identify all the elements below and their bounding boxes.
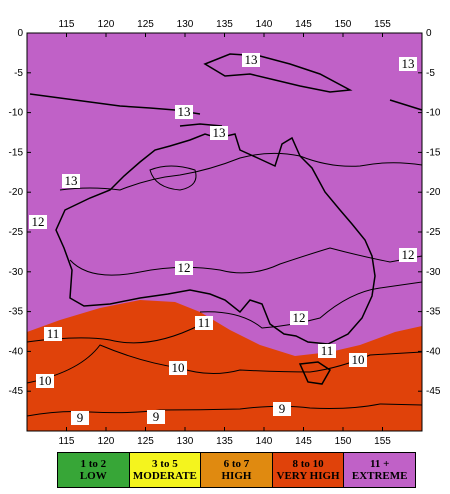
y-tick-left: -5 <box>14 68 23 79</box>
y-tick-left: -30 <box>9 267 24 278</box>
y-tick-right: 0 <box>426 28 432 39</box>
contour-label: 13 <box>178 104 191 119</box>
x-tick-bottom: 135 <box>216 436 233 447</box>
contour-label-bg <box>169 361 187 375</box>
contour-label: 12 <box>178 260 191 275</box>
contour-label-bg <box>273 402 291 416</box>
contour-label: 12 <box>32 214 45 229</box>
contour-label: 9 <box>279 401 286 416</box>
x-tick-top: 130 <box>177 19 194 30</box>
uv-legend: 1 to 2 LOW 3 to 5 MODERATE 6 to 7 HIGH 8 to 10… <box>57 452 416 488</box>
contour-label: 10 <box>352 352 365 367</box>
contour-label-bg <box>290 311 308 325</box>
contour-label-bg <box>175 105 193 119</box>
y-tick-left: -40 <box>9 346 24 357</box>
contour-label-bg <box>399 57 417 71</box>
contour-label: 11 <box>198 315 211 330</box>
legend-range: 3 to 5 <box>152 458 178 470</box>
x-tick-bottom: 125 <box>137 436 154 447</box>
contour-label: 13 <box>245 52 258 67</box>
y-tick-right: -45 <box>426 386 441 397</box>
x-tick-bottom: 140 <box>256 436 273 447</box>
y-tick-right: -15 <box>426 147 441 158</box>
x-tick-bottom: 130 <box>177 436 194 447</box>
x-tick-bottom: 150 <box>335 436 352 447</box>
x-tick-top: 145 <box>295 19 312 30</box>
legend-level: VERY HIGH <box>276 470 340 482</box>
y-tick-left: -35 <box>9 307 24 318</box>
legend-level: HIGH <box>221 470 252 482</box>
contour-label-bg <box>318 344 336 358</box>
y-tick-left: 0 <box>17 28 23 39</box>
x-tick-bottom: 115 <box>59 436 75 447</box>
contour-label: 9 <box>77 410 84 425</box>
x-tick-bottom: 120 <box>98 436 115 447</box>
x-tick-top: 140 <box>256 19 273 30</box>
y-tick-right: -25 <box>426 227 441 238</box>
x-tick-bottom: 155 <box>374 436 391 447</box>
contour-label: 10 <box>39 373 52 388</box>
y-tick-left: -25 <box>9 227 24 238</box>
contour-label: 13 <box>402 56 415 71</box>
legend-range: 8 to 10 <box>292 458 324 470</box>
x-tick-top: 115 <box>59 19 75 30</box>
contour-label: 11 <box>321 343 334 358</box>
contour-label-bg <box>29 215 47 229</box>
contour-label-bg <box>242 53 260 67</box>
legend-level: EXTREME <box>351 470 408 482</box>
legend-range: 6 to 7 <box>223 458 250 470</box>
y-tick-left: -15 <box>9 147 24 158</box>
x-tick-top: 150 <box>335 19 352 30</box>
y-tick-right: -40 <box>426 346 441 357</box>
y-tick-right: -5 <box>426 68 435 79</box>
very-high-zone <box>27 300 422 431</box>
contour-label-bg <box>36 374 54 388</box>
contour-label: 11 <box>47 326 60 341</box>
contour-label-bg <box>147 410 165 424</box>
legend-level: LOW <box>79 470 107 482</box>
contour-label-bg <box>210 126 228 140</box>
contour-label-bg <box>62 174 80 188</box>
contour-label-bg <box>349 353 367 367</box>
contour-label: 13 <box>65 173 78 188</box>
legend-range: 1 to 2 <box>80 458 107 470</box>
x-tick-top: 125 <box>137 19 154 30</box>
contour-label-bg <box>175 261 193 275</box>
legend-range: 11 + <box>369 458 390 470</box>
y-tick-right: -10 <box>426 108 441 119</box>
y-tick-left: -45 <box>9 386 24 397</box>
y-tick-right: -35 <box>426 307 441 318</box>
x-tick-bottom: 145 <box>295 436 312 447</box>
x-tick-top: 155 <box>374 19 391 30</box>
legend-item-moderate: 3 to 5 MODERATE <box>129 453 202 487</box>
contour-label-bg <box>44 327 62 341</box>
legend-level: MODERATE <box>132 470 197 482</box>
contour-label-bg <box>399 248 417 262</box>
x-tick-top: 120 <box>98 19 115 30</box>
contour-label: 10 <box>172 360 185 375</box>
contour-label-bg <box>71 411 89 425</box>
contour-label: 9 <box>153 409 160 424</box>
contour-label: 13 <box>213 125 226 140</box>
legend-item-high: 6 to 7 HIGH <box>201 453 273 487</box>
y-tick-right: -30 <box>426 267 441 278</box>
legend-item-very-high: 8 to 10 VERY HIGH <box>272 453 345 487</box>
y-tick-left: -10 <box>9 108 24 119</box>
contour-label: 12 <box>293 310 306 325</box>
contour-label: 12 <box>402 247 415 262</box>
y-tick-right: -20 <box>426 187 441 198</box>
legend-item-low: 1 to 2 LOW <box>58 453 130 487</box>
tasmania-coast <box>298 361 331 385</box>
y-tick-left: -20 <box>9 187 24 198</box>
australia-coast <box>55 133 376 345</box>
legend-item-extreme: 11 + EXTREME <box>344 453 415 487</box>
x-tick-top: 135 <box>216 19 233 30</box>
contour-label-bg <box>195 316 213 330</box>
